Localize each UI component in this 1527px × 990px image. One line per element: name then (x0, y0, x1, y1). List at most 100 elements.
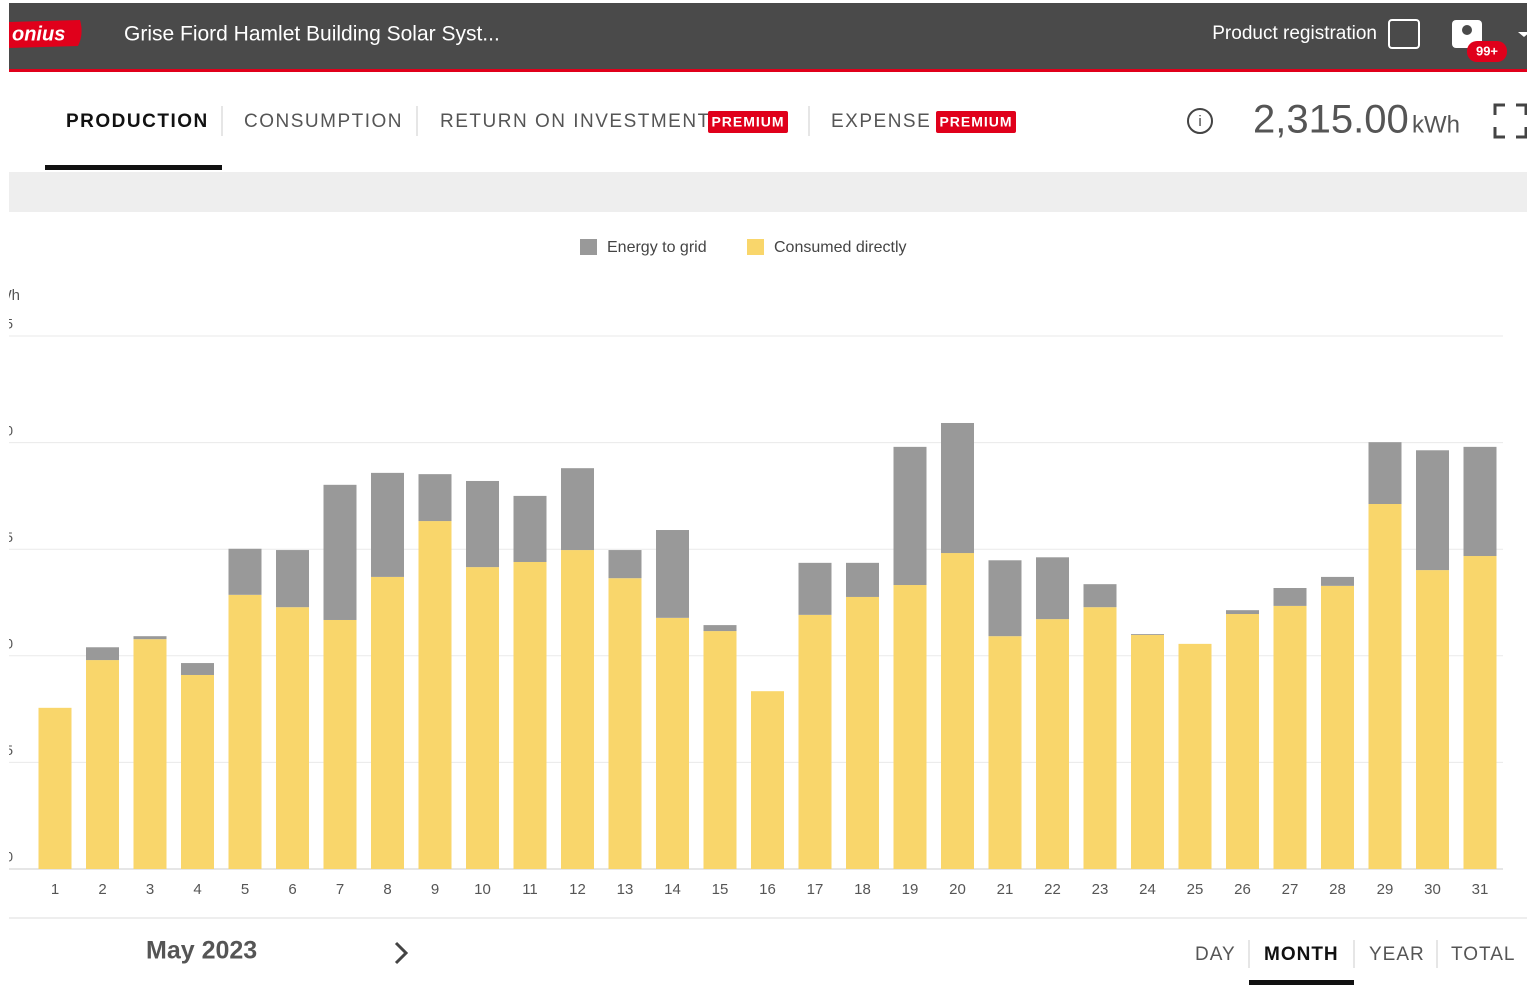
bar-segment (1036, 619, 1069, 869)
period-option[interactable]: DAY (1195, 944, 1236, 965)
total-value: 2,315.00 (1253, 98, 1409, 142)
bar-segment (893, 585, 927, 869)
bar-segment (466, 480, 499, 568)
info-icon[interactable] (1187, 108, 1213, 134)
x-tick-label: 18 (854, 881, 871, 898)
bar-segment (86, 647, 119, 661)
x-tick-label: 13 (617, 881, 634, 898)
bar-segment (1416, 450, 1449, 571)
bar-segment (1416, 570, 1449, 869)
fullscreen[interactable] (1493, 103, 1527, 139)
bar-segment (1036, 557, 1069, 620)
next-arrow[interactable] (394, 941, 409, 965)
tab[interactable]: CONSUMPTION (244, 111, 403, 132)
period-option[interactable]: TOTAL (1451, 944, 1515, 965)
bar-segment (798, 614, 832, 869)
x-tick-label: 8 (383, 881, 391, 898)
tab[interactable]: PRODUCTION (66, 111, 209, 132)
premium-badge (936, 111, 1016, 133)
tab[interactable]: RETURN ON INVESTMENT (440, 111, 711, 132)
bar-segment (371, 472, 404, 577)
bar-segment (608, 578, 642, 869)
bar-segment (1463, 556, 1497, 869)
x-tick-label: 26 (1234, 881, 1251, 898)
bar-segment (1178, 643, 1212, 869)
period-option[interactable]: YEAR (1369, 944, 1425, 965)
x-tick-label: 25 (1187, 881, 1204, 898)
bar-segment (466, 567, 499, 869)
legend-label[interactable]: Consumed directly (774, 239, 907, 256)
x-tick-label: 11 (522, 881, 538, 898)
period-option[interactable]: MONTH (1264, 944, 1339, 965)
tab[interactable]: EXPENSE (831, 111, 931, 132)
premium-text: PREMIUM (939, 114, 1012, 130)
y-tick-label: 0 (5, 849, 13, 865)
bar-segment (276, 550, 309, 608)
x-tick-label: 31 (1472, 881, 1489, 898)
bar-segment (228, 594, 262, 869)
bar-segment (656, 530, 689, 618)
legend-swatch (580, 239, 597, 255)
x-tick-label: 17 (807, 881, 824, 898)
x-tick-label: 23 (1092, 881, 1109, 898)
x-tick-label: 30 (1424, 881, 1441, 898)
bar-segment (1131, 634, 1164, 869)
x-tick-label: 1 (51, 881, 59, 898)
x-tick-label: 3 (146, 881, 154, 898)
bar-segment (228, 548, 262, 595)
bar-segment (1368, 442, 1402, 505)
x-tick-label: 29 (1377, 881, 1394, 898)
period-underline (1249, 980, 1354, 985)
bar-segment (846, 596, 879, 869)
x-tick-label: 19 (902, 881, 919, 898)
bar-segment (941, 422, 974, 554)
badge-text: 99+ (1476, 43, 1498, 58)
legend-swatch (747, 239, 764, 255)
left-edge (0, 0, 9, 985)
bar-segment (703, 631, 737, 869)
badge (1467, 41, 1507, 62)
header-bar (9, 3, 1527, 71)
bar-segment (656, 617, 689, 869)
legend-label[interactable]: Energy to grid (607, 239, 707, 256)
x-tick-label: 14 (664, 881, 681, 898)
x-tick-label: 15 (712, 881, 729, 898)
bar-segment (846, 562, 879, 597)
x-tick-label: 21 (997, 881, 1014, 898)
bar-segment (1131, 634, 1164, 635)
site-title[interactable]: Grise Fiord Hamlet Building Solar Syst..… (124, 23, 500, 46)
bar-segment (418, 521, 452, 869)
bar-segment (893, 446, 927, 586)
dropdown[interactable] (1518, 32, 1527, 37)
bar-segment (1273, 588, 1307, 606)
product-registration[interactable]: Product registration (1212, 23, 1377, 44)
bar-segment (418, 474, 452, 522)
gray-band (9, 172, 1527, 212)
header-accent (9, 69, 1527, 72)
x-tick-label: 7 (336, 881, 344, 898)
bar-segment (133, 636, 167, 640)
bar-segment (1273, 605, 1307, 869)
info-i: i (1198, 113, 1201, 130)
registration-icon[interactable] (1388, 19, 1420, 49)
bar-segment (608, 550, 642, 579)
bar-segment (561, 468, 594, 551)
bar-segment (133, 639, 167, 869)
bar-segment (371, 576, 404, 869)
user-head (1462, 25, 1472, 35)
logo-shape (9, 20, 82, 48)
bar-segment (38, 707, 72, 869)
bar-segment (276, 607, 309, 869)
bar-segment (988, 636, 1022, 869)
bar-segment (181, 663, 214, 675)
bar-segment (323, 619, 357, 869)
x-tick-label: 28 (1329, 881, 1346, 898)
x-tick-label: 2 (98, 881, 106, 898)
bar-segment (1321, 576, 1354, 586)
periods: DAY MONTH YEAR TOTAL (1195, 940, 1515, 985)
premium-text: PREMIUM (711, 114, 784, 130)
bar-segment (1226, 610, 1259, 615)
x-tick-label: 5 (241, 881, 249, 898)
